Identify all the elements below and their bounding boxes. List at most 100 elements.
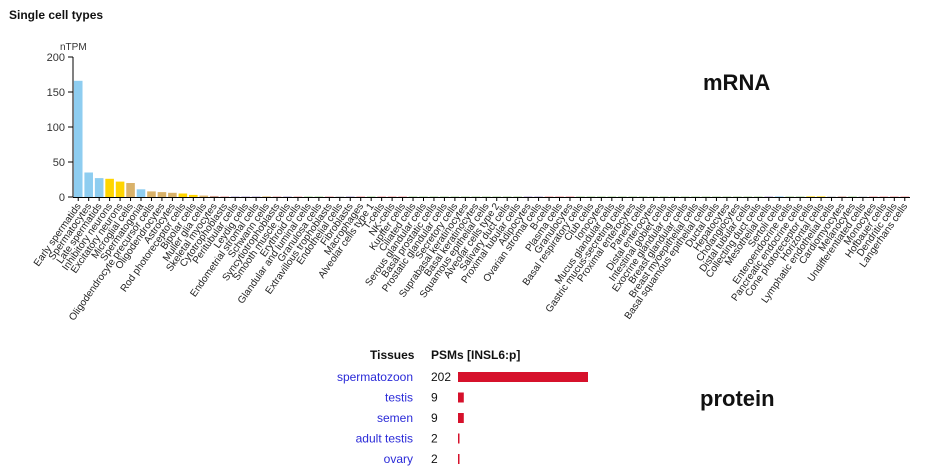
bar[interactable] — [701, 196, 711, 197]
bar[interactable] — [848, 196, 857, 197]
bar[interactable] — [722, 196, 732, 197]
psm-value: 2 — [431, 452, 438, 466]
psm-value: 202 — [431, 370, 451, 384]
bar[interactable] — [576, 196, 585, 197]
bar[interactable] — [356, 196, 366, 197]
y-tick-label: 50 — [53, 157, 65, 169]
protein-bar — [458, 392, 464, 403]
bar[interactable] — [377, 196, 386, 197]
bar[interactable] — [304, 196, 313, 197]
bar[interactable] — [126, 183, 135, 197]
bar[interactable] — [84, 172, 93, 198]
bar[interactable] — [272, 196, 282, 197]
bar[interactable] — [325, 196, 334, 197]
protein-bar — [458, 413, 464, 423]
bar[interactable] — [502, 196, 512, 197]
bar[interactable] — [513, 196, 522, 197]
bar[interactable] — [73, 80, 83, 197]
bar[interactable] — [869, 196, 878, 197]
bar[interactable] — [628, 196, 638, 197]
bar[interactable] — [712, 196, 721, 197]
bar[interactable] — [827, 196, 836, 197]
bar[interactable] — [649, 196, 658, 197]
bar[interactable] — [733, 196, 742, 197]
mrna-label: mRNA — [703, 70, 771, 95]
bar[interactable] — [115, 181, 125, 197]
bar[interactable] — [879, 196, 889, 197]
bar[interactable] — [168, 192, 177, 197]
bar[interactable] — [534, 196, 543, 197]
bar[interactable] — [345, 196, 355, 197]
bar[interactable] — [419, 196, 428, 197]
y-tick-label: 0 — [59, 192, 65, 204]
bar[interactable] — [785, 196, 794, 197]
bar[interactable] — [565, 196, 575, 197]
bar[interactable] — [900, 196, 910, 197]
bar[interactable] — [617, 196, 627, 197]
bar[interactable] — [743, 196, 753, 197]
bar[interactable] — [764, 196, 774, 197]
bar[interactable] — [283, 196, 292, 197]
bar[interactable] — [806, 196, 815, 197]
bar[interactable] — [293, 196, 303, 197]
bar[interactable] — [209, 195, 219, 197]
bar[interactable] — [199, 195, 209, 197]
bar[interactable] — [523, 196, 533, 197]
bar[interactable] — [555, 196, 564, 197]
bar[interactable] — [241, 196, 250, 197]
bar[interactable] — [837, 196, 847, 197]
bar[interactable] — [659, 196, 669, 197]
bar[interactable] — [147, 191, 156, 197]
bar[interactable] — [754, 196, 763, 197]
tissue-link-testis[interactable]: testis — [385, 391, 413, 405]
bar[interactable] — [189, 194, 198, 197]
bar[interactable] — [366, 196, 376, 197]
psm-value: 9 — [431, 391, 438, 405]
bar[interactable] — [481, 196, 491, 197]
bar[interactable] — [461, 196, 470, 197]
bar[interactable] — [398, 196, 407, 197]
bar[interactable] — [230, 196, 240, 197]
y-tick-label: 100 — [47, 122, 65, 134]
bar[interactable] — [220, 196, 229, 197]
bar[interactable] — [450, 196, 460, 197]
bar[interactable] — [471, 196, 481, 197]
bar[interactable] — [586, 196, 596, 197]
protein-bar — [458, 433, 460, 444]
bar[interactable] — [105, 178, 114, 197]
tissue-link-spermatozoon[interactable]: spermatozoon — [337, 370, 413, 384]
bar[interactable] — [638, 196, 648, 197]
bar[interactable] — [670, 196, 679, 197]
tissue-link-semen[interactable]: semen — [377, 411, 413, 425]
y-axis-label: nTPM — [60, 42, 87, 53]
bar[interactable] — [408, 196, 418, 197]
bar[interactable] — [387, 196, 397, 197]
psm-value: 2 — [431, 432, 438, 446]
bar[interactable] — [314, 196, 324, 197]
tissue-link-adult-testis[interactable]: adult testis — [356, 432, 413, 446]
bar[interactable] — [816, 196, 826, 197]
bar[interactable] — [136, 189, 146, 197]
bar[interactable] — [774, 196, 784, 197]
bar[interactable] — [691, 196, 700, 197]
psm-header: PSMs [INSL6:p] — [431, 348, 521, 362]
bar[interactable] — [607, 196, 617, 197]
bar[interactable] — [492, 196, 502, 197]
bar[interactable] — [890, 196, 899, 197]
bar[interactable] — [440, 196, 449, 197]
bar[interactable] — [597, 196, 606, 197]
bar[interactable] — [94, 178, 104, 197]
tissues-header: Tissues — [370, 348, 415, 362]
bar[interactable] — [429, 196, 439, 197]
bar[interactable] — [335, 196, 345, 197]
bar[interactable] — [795, 196, 805, 197]
bar[interactable] — [544, 196, 554, 197]
bar[interactable] — [178, 193, 188, 198]
bar[interactable] — [157, 192, 167, 197]
bar[interactable] — [680, 196, 690, 197]
bar[interactable] — [251, 196, 261, 197]
tissue-link-ovary[interactable]: ovary — [384, 452, 413, 466]
bar[interactable] — [262, 196, 271, 197]
bar[interactable] — [858, 196, 868, 197]
